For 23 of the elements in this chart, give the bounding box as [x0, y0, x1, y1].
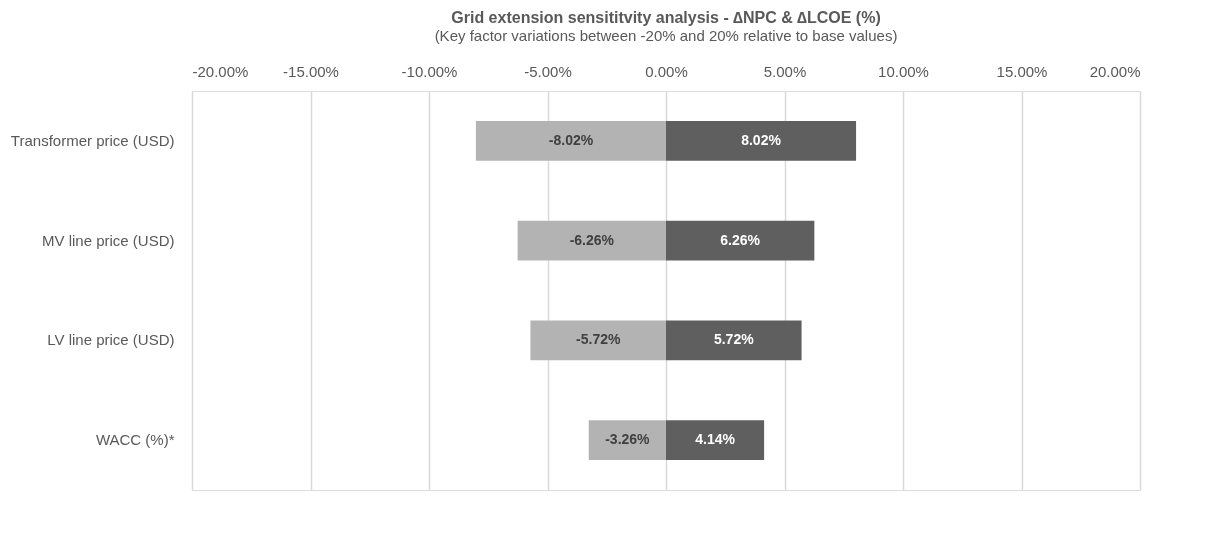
- data-label: 4.14%: [695, 431, 736, 448]
- x-tick-label: 20.00%: [1089, 62, 1141, 80]
- x-tick-label: 10.00%: [878, 62, 929, 80]
- x-tick-label: -5.00%: [524, 62, 572, 80]
- x-tick-label: 15.00%: [996, 62, 1048, 80]
- data-label: 6.26%: [720, 231, 761, 248]
- chart-subtitle: (Key factor variations between -20% and 20% relative to base values): [434, 27, 898, 44]
- y-tick-label: LV line price (USD): [47, 331, 175, 349]
- chart-title: Grid extension sensititvity analysis - ∆NPC & ∆LCOE (%): [451, 9, 881, 26]
- y-tick-label: MV line price (USD): [41, 231, 175, 249]
- x-tick-label: -15.00%: [283, 62, 339, 80]
- x-tick-label: 5.00%: [763, 62, 807, 80]
- data-label: -3.26%: [605, 431, 651, 448]
- x-tick-label: -10.00%: [401, 62, 458, 80]
- data-label: 8.02%: [741, 131, 782, 148]
- data-label: 5.72%: [713, 331, 755, 348]
- data-label: -5.72%: [576, 331, 621, 348]
- y-tick-label: WACC (%)*: [95, 431, 175, 449]
- data-label: -6.26%: [569, 231, 615, 248]
- y-tick-label: Transformer price (USD): [10, 131, 175, 149]
- x-tick-label: -20.00%: [192, 62, 249, 80]
- data-label: -8.02%: [548, 131, 594, 148]
- x-tick-label: 0.00%: [645, 62, 688, 80]
